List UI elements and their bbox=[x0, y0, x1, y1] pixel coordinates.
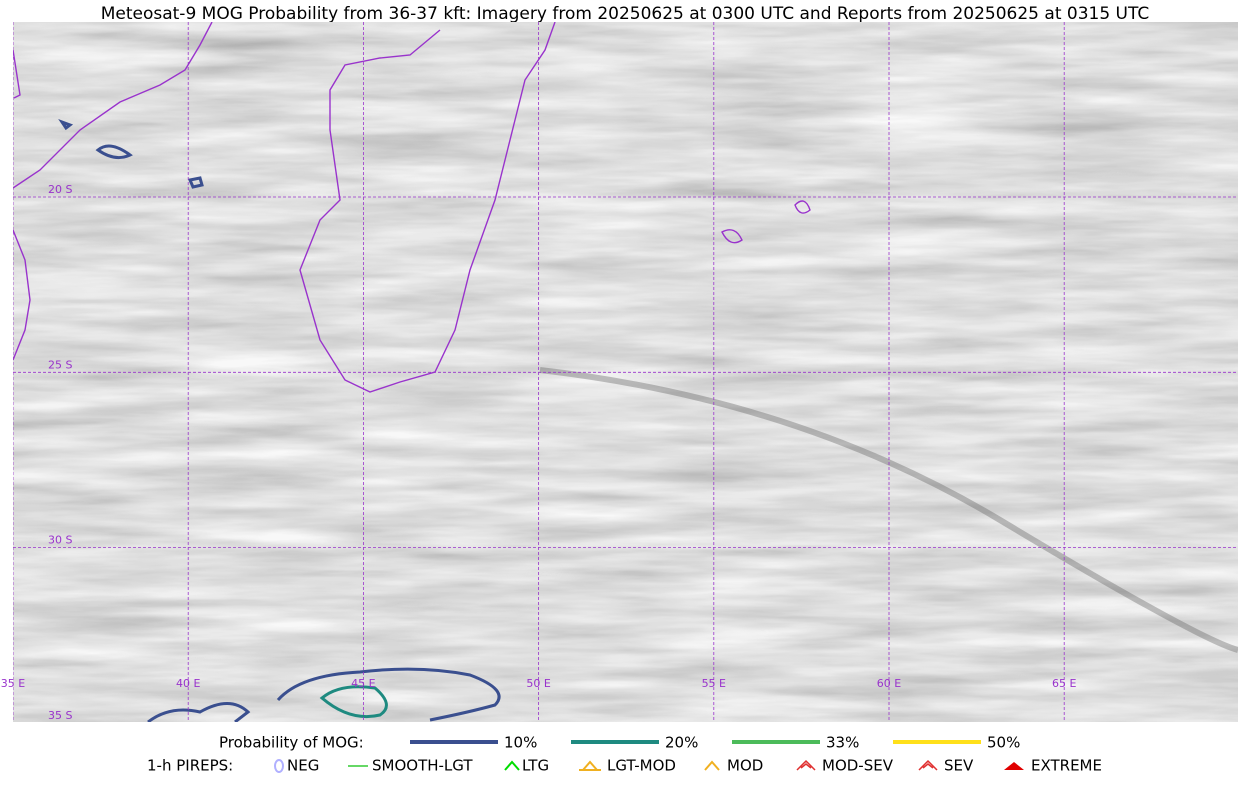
pirep-icon bbox=[1004, 762, 1024, 770]
map bbox=[13, 22, 1238, 722]
coastlines bbox=[13, 22, 811, 393]
lon-label: 60 E bbox=[877, 677, 901, 690]
legend-label: 33% bbox=[826, 734, 859, 752]
title: Meteosat-9 MOG Probability from 36-37 kf… bbox=[101, 4, 1150, 24]
lon-label: 55 E bbox=[702, 677, 726, 690]
pirep-label: MOD bbox=[727, 757, 763, 775]
lon-label: 65 E bbox=[1052, 677, 1076, 690]
lon-label: 40 E bbox=[176, 677, 200, 690]
legend-label: 10% bbox=[504, 734, 537, 752]
pirep-label: SEV bbox=[944, 757, 974, 775]
lon-label: 50 E bbox=[526, 677, 550, 690]
pirep-label: EXTREME bbox=[1031, 757, 1102, 775]
legend-label: 50% bbox=[987, 734, 1020, 752]
legend-label: 20% bbox=[665, 734, 698, 752]
pirep-icon bbox=[704, 760, 720, 771]
contours-10 bbox=[58, 118, 501, 722]
pirep-icon bbox=[579, 760, 601, 771]
pirep-label: MOD-SEV bbox=[822, 757, 894, 775]
lat-label: 35 S bbox=[48, 709, 72, 722]
legend-title: Probability of MOG: bbox=[219, 734, 364, 752]
pirep-icon bbox=[796, 759, 816, 771]
lat-label: 25 S bbox=[48, 358, 72, 371]
graticule-labels: 35 E 40 E 45 E 50 E 55 E 60 E 65 E 20 S 25 S 30 S… bbox=[1, 183, 1077, 722]
pirep-icon bbox=[504, 760, 520, 771]
lat-label: 30 S bbox=[48, 534, 72, 547]
pirep-label: LTG bbox=[522, 757, 549, 775]
graticule bbox=[13, 22, 1238, 722]
lon-label: 35 E bbox=[1, 677, 25, 690]
pirep-icon bbox=[274, 759, 284, 773]
contour-20 bbox=[319, 685, 388, 719]
lon-label: 45 E bbox=[351, 677, 375, 690]
pirep-label: SMOOTH-LGT bbox=[372, 757, 473, 775]
pireps-title: 1-h PIREPS: bbox=[147, 757, 233, 775]
jet-streak bbox=[539, 367, 1238, 653]
pirep-icon bbox=[918, 759, 938, 771]
lat-label: 20 S bbox=[48, 183, 72, 196]
legend: Probability of MOG: 10% 20% 33% 50% 1-h PIREP… bbox=[147, 734, 1102, 775]
pirep-label: LGT-MOD bbox=[607, 757, 676, 775]
pirep-label: NEG bbox=[287, 757, 319, 775]
